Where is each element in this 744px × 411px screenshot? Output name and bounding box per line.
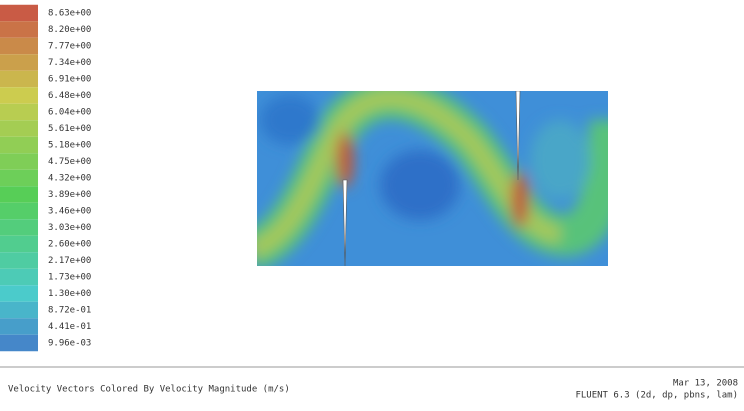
legend-label: 9.96e-03 xyxy=(48,339,91,349)
legend-label: 3.89e+00 xyxy=(48,190,91,200)
color-swatch xyxy=(0,202,38,220)
color-swatch xyxy=(0,4,38,22)
legend-label: 8.20e+00 xyxy=(48,25,91,35)
flow-field xyxy=(257,91,608,266)
color-swatch xyxy=(0,70,38,88)
legend-label: 7.77e+00 xyxy=(48,42,91,52)
color-swatch xyxy=(0,37,38,55)
legend-label: 2.60e+00 xyxy=(48,240,91,250)
legend-label: 5.61e+00 xyxy=(48,124,91,134)
color-swatch xyxy=(0,235,38,253)
color-swatch xyxy=(0,54,38,71)
caption-title: Velocity Vectors Colored By Velocity Mag… xyxy=(8,385,290,395)
legend-label: 7.34e+00 xyxy=(48,58,91,68)
legend-label: 4.41e-01 xyxy=(48,322,91,332)
legend-label: 8.63e+00 xyxy=(48,9,91,19)
legend-label: 4.75e+00 xyxy=(48,157,91,167)
color-swatch xyxy=(0,169,38,187)
color-swatch xyxy=(0,268,38,286)
color-swatch xyxy=(0,21,38,38)
color-swatch xyxy=(0,334,38,352)
color-swatch xyxy=(0,120,38,137)
color-swatch xyxy=(0,136,38,154)
legend-label: 6.48e+00 xyxy=(48,91,91,101)
legend-label: 6.91e+00 xyxy=(48,75,91,85)
caption-date: Mar 13, 2008 xyxy=(673,379,738,389)
legend-label: 5.18e+00 xyxy=(48,141,91,151)
legend-label: 2.17e+00 xyxy=(48,256,91,266)
color-swatch xyxy=(0,318,38,335)
color-swatch xyxy=(0,153,38,170)
legend-label: 3.03e+00 xyxy=(48,223,91,233)
legend-label: 6.04e+00 xyxy=(48,108,91,118)
color-swatch xyxy=(0,252,38,269)
caption-solver: FLUENT 6.3 (2d, dp, pbns, lam) xyxy=(575,391,738,401)
colorbar: 8.63e+00 8.20e+00 7.77e+00 7.34e+00 6.91e+00… xyxy=(0,4,91,352)
color-swatch xyxy=(0,186,38,203)
legend-label: 4.32e+00 xyxy=(48,174,91,184)
color-swatch xyxy=(0,219,38,236)
color-swatch xyxy=(0,285,38,302)
legend-label: 1.73e+00 xyxy=(48,273,91,283)
color-swatch xyxy=(0,87,38,104)
color-swatch xyxy=(0,103,38,121)
legend-label: 3.46e+00 xyxy=(48,207,91,217)
legend-label: 8.72e-01 xyxy=(48,306,91,316)
color-swatch xyxy=(0,301,38,319)
legend-label: 1.30e+00 xyxy=(48,289,91,299)
